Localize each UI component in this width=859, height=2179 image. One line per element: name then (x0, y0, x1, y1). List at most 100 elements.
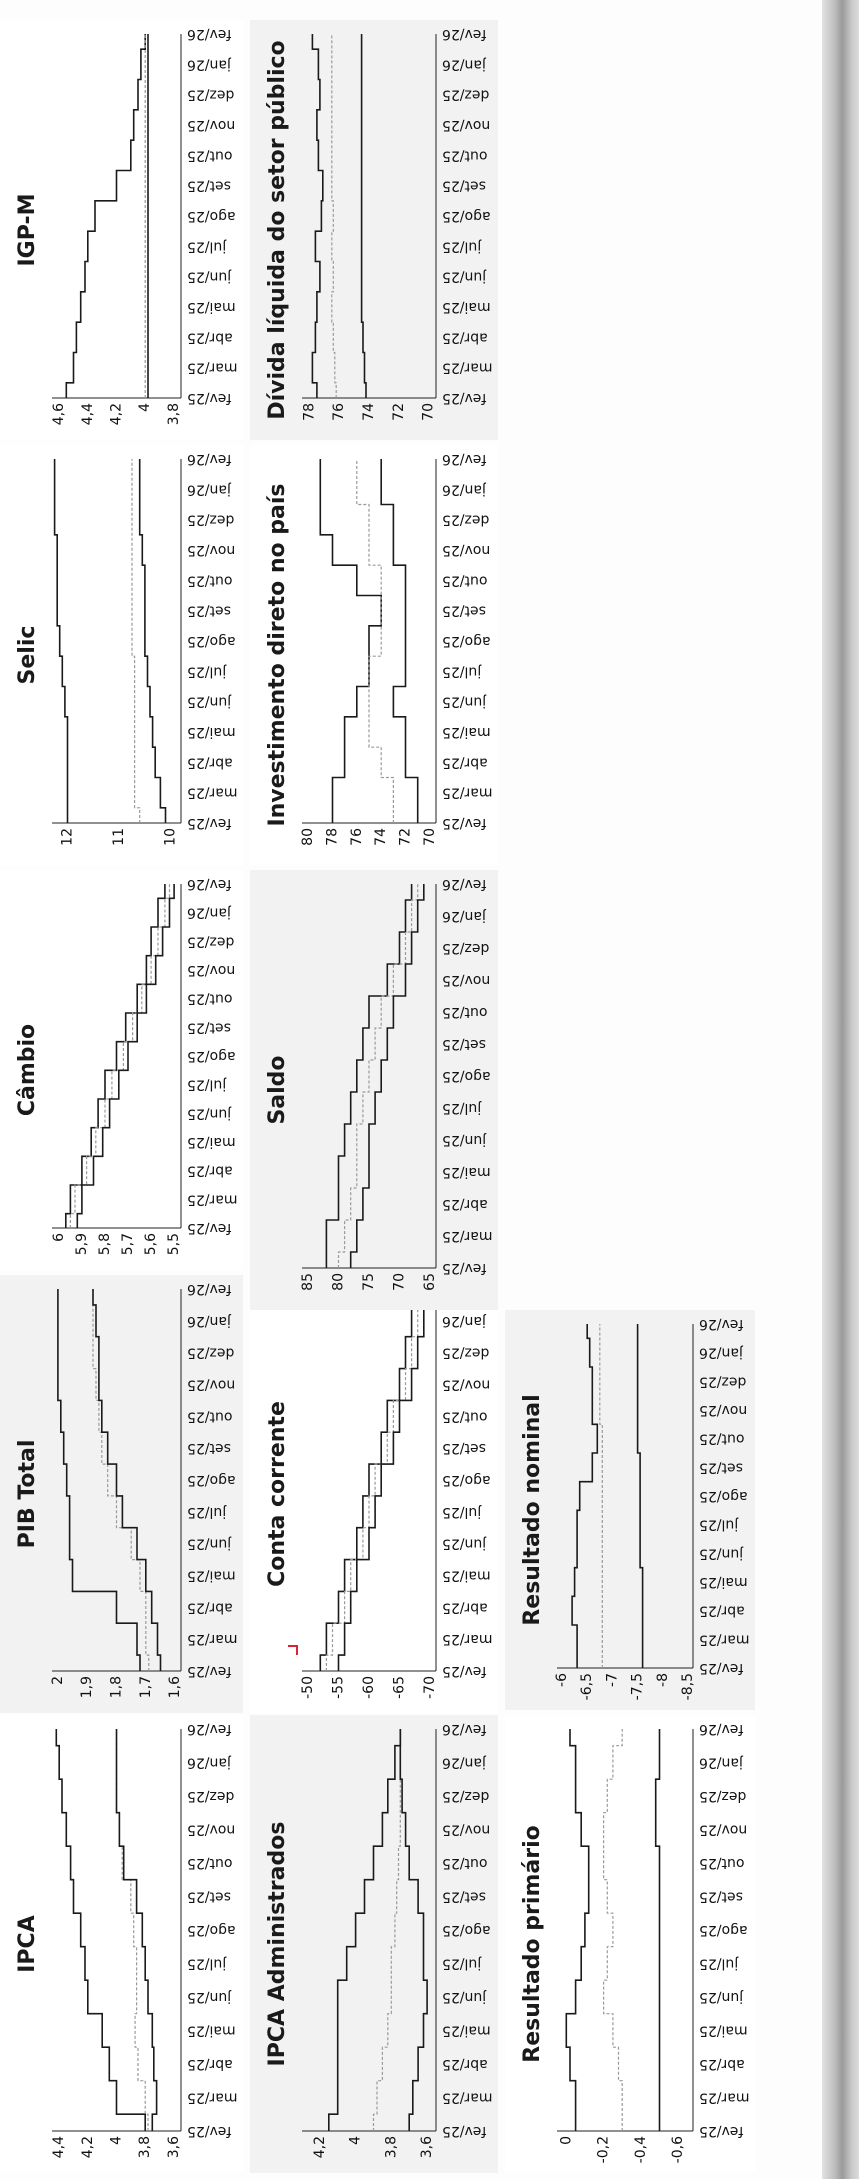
series-line-median (69, 884, 171, 1228)
x-tick-label: mar/25 (187, 785, 238, 801)
x-tick-label: abr/25 (442, 2056, 488, 2072)
x-tick-label: mai/25 (442, 2023, 491, 2039)
chart-title: IPCA Administrados (265, 1822, 290, 2067)
x-tick-label: mai/25 (187, 1568, 236, 1584)
x-tick-label: fev/26 (187, 876, 231, 892)
x-tick-label: mar/25 (699, 1631, 750, 1647)
x-tick-label: ago/25 (442, 1068, 491, 1084)
x-tick-label: fev/26 (187, 1281, 231, 1297)
series-line-lower (349, 884, 425, 1268)
x-tick-label: mar/25 (187, 2090, 238, 2106)
x-tick-label: nov/25 (187, 117, 235, 133)
x-tick-label: fev/25 (442, 815, 486, 831)
x-tick-label: fev/25 (442, 390, 486, 406)
y-tick-label: 12 (59, 828, 75, 846)
y-tick-label: -7,5 (630, 1673, 646, 1700)
x-tick-label: out/25 (442, 1408, 487, 1424)
y-tick-label: -55 (331, 1676, 347, 1699)
y-tick-label: 4,4 (51, 2136, 67, 2158)
x-tick-label: set/25 (187, 1019, 231, 1035)
x-tick-label: set/25 (187, 1889, 231, 1905)
x-tick-label: dez/25 (442, 512, 489, 528)
x-tick-label: ago/25 (442, 633, 491, 649)
series-line-upper (325, 884, 413, 1268)
y-tick-label: 85 (300, 1273, 316, 1291)
x-tick-label: set/25 (442, 1036, 486, 1052)
x-tick-label: jul/25 (699, 1956, 739, 1972)
y-tick-label: 74 (373, 828, 389, 846)
x-tick-label: jul/25 (187, 1077, 227, 1093)
chart-svg-divida: Dívida líquida do setor público 78 76 74 72 7… (265, 26, 493, 421)
x-tick-label: abr/25 (699, 1603, 745, 1619)
y-tick-label: 6 (51, 1233, 67, 1242)
x-tick-label: abr/25 (187, 2056, 233, 2072)
chart-panel-idp: Investimento direto no país 80 78 76 74 72 70 f… (250, 445, 498, 865)
series-line-median (115, 1729, 149, 2131)
chart-title: Conta corrente (265, 1401, 290, 1587)
chart-title: Saldo (265, 1055, 290, 1124)
chart-title: Câmbio (15, 1024, 40, 1116)
x-tick-label: nov/25 (187, 1822, 235, 1838)
x-tick-label: out/25 (187, 147, 232, 163)
x-tick-label: fev/25 (442, 1663, 486, 1679)
x-tick-label: jul/25 (187, 1504, 227, 1520)
series-line-upper (55, 1729, 146, 2131)
x-tick-label: nov/25 (442, 972, 490, 988)
x-tick-label: jun/25 (699, 1989, 744, 2005)
series-line-median (603, 1729, 623, 2131)
x-tick-label: jan/26 (442, 908, 487, 924)
x-tick-label: nov/25 (442, 117, 490, 133)
series-line-upper (57, 1289, 141, 1671)
x-tick-label: jun/25 (442, 1989, 487, 2005)
y-tick-label: -0,6 (670, 2136, 686, 2163)
x-tick-label: jun/25 (187, 694, 232, 710)
x-tick-label: nov/25 (187, 1377, 235, 1393)
x-tick-label: jan/26 (187, 481, 232, 497)
x-tick-label: out/25 (442, 1855, 487, 1871)
x-tick-label: dez/25 (442, 87, 489, 103)
chart-panel-igpm: IGP-M 4,6 4,4 4,2 4 3,8 fev/25 mar/25 abr/25 mai/… (0, 20, 243, 440)
series-line-median (356, 459, 394, 823)
y-tick-label: 5,6 (143, 1233, 159, 1255)
x-tick-label: dez/25 (699, 1788, 746, 1804)
x-tick-label: abr/25 (699, 2056, 745, 2072)
x-tick-label: jul/25 (187, 238, 227, 254)
series-line-median (92, 1289, 150, 1671)
chart-title: PIB Total (15, 1440, 40, 1549)
x-tick-label: jul/25 (699, 1517, 739, 1533)
chart-panel-saldo: Saldo 85 80 75 70 65 fev/25 mar/25 abr/25 mai/25 j… (250, 870, 498, 1310)
x-tick-label: set/25 (442, 1440, 486, 1456)
y-tick-label: -7 (604, 1673, 620, 1687)
x-tick-label: ago/25 (699, 1488, 748, 1504)
x-tick-label: jan/26 (442, 481, 487, 497)
x-tick-label: jan/26 (187, 56, 232, 72)
series-line-lower (360, 34, 367, 398)
x-tick-label: nov/25 (699, 1822, 747, 1838)
red-pen-mark (288, 1645, 298, 1655)
x-tick-label: mar/25 (187, 1191, 238, 1207)
y-tick-label: 78 (301, 403, 317, 421)
x-tick-label: ago/25 (442, 1472, 491, 1488)
y-tick-label: 78 (324, 828, 340, 846)
x-tick-label: jun/25 (187, 1989, 232, 2005)
y-tick-label: 76 (331, 403, 347, 421)
y-tick-label: 70 (421, 403, 437, 421)
chart-panel-resultado-primario: Resultado primário 0 -0,2 -0,4 -0,6 fev/25 mar… (505, 1715, 755, 2173)
x-tick-label: dez/25 (699, 1373, 746, 1389)
chart-svg-selic: Selic 12 11 10 fev/25 mar/25 abr/25 mai/25 jun/2… (15, 451, 238, 846)
series-line-median (331, 34, 337, 398)
x-tick-label: dez/25 (187, 87, 234, 103)
y-tick-label: 4,2 (312, 2136, 328, 2158)
chart-panel-conta-corrente: Conta corrente -50 -55 -60 -65 -70 fev/25 mar/2… (250, 1275, 498, 1713)
y-tick-label: 70 (422, 828, 438, 846)
y-tick-label: 3,6 (419, 2136, 435, 2158)
series-line-upper (565, 1729, 590, 2131)
chart-title: IGP-M (15, 193, 40, 266)
x-tick-label: fev/25 (442, 1260, 486, 1276)
x-tick-label: mai/25 (442, 299, 491, 315)
x-tick-label: abr/25 (442, 754, 488, 770)
x-tick-label: dez/25 (442, 1345, 489, 1361)
y-tick-label: 76 (349, 828, 365, 846)
y-tick-label: 5,8 (97, 1233, 113, 1255)
